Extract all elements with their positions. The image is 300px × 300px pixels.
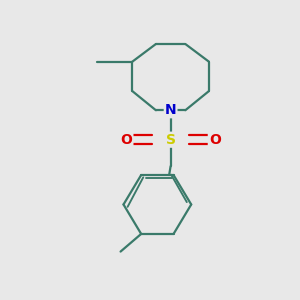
Text: O: O — [209, 133, 221, 147]
Text: O: O — [121, 133, 132, 147]
Text: S: S — [166, 133, 176, 147]
Text: N: N — [165, 103, 176, 117]
